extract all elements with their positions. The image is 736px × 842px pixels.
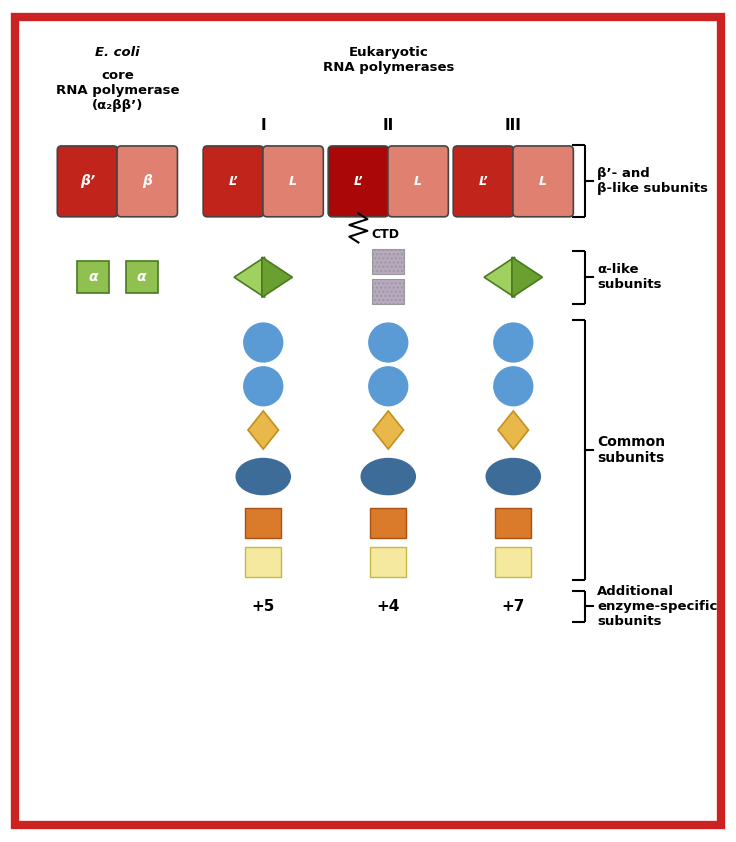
Text: +4: +4 [377, 599, 400, 614]
Circle shape [494, 367, 533, 406]
Polygon shape [512, 257, 542, 297]
Text: CTD: CTD [371, 228, 399, 241]
Text: +7: +7 [502, 599, 525, 614]
FancyBboxPatch shape [328, 146, 389, 216]
Circle shape [369, 323, 408, 362]
Circle shape [244, 323, 283, 362]
Ellipse shape [486, 459, 540, 494]
FancyBboxPatch shape [388, 146, 448, 216]
Polygon shape [234, 257, 265, 297]
Text: Additional
enzyme-specific
subunits: Additional enzyme-specific subunits [598, 585, 718, 628]
Polygon shape [373, 411, 403, 449]
Text: β’- and
β-like subunits: β’- and β-like subunits [598, 168, 708, 195]
Bar [495, 508, 531, 538]
Text: Eukaryotic
RNA polymerases: Eukaryotic RNA polymerases [322, 46, 454, 74]
Text: α-like
subunits: α-like subunits [598, 264, 662, 291]
Bar [372, 279, 404, 304]
FancyBboxPatch shape [513, 146, 573, 216]
Text: β: β [142, 174, 152, 189]
FancyBboxPatch shape [263, 146, 323, 216]
Text: L: L [539, 175, 547, 188]
Circle shape [494, 323, 533, 362]
Bar [495, 546, 531, 578]
Text: L: L [414, 175, 422, 188]
Text: Common
subunits: Common subunits [598, 435, 665, 466]
Circle shape [369, 367, 408, 406]
Polygon shape [262, 257, 292, 297]
Text: core
RNA polymerase
(α₂ββ’): core RNA polymerase (α₂ββ’) [56, 69, 179, 112]
Bar [245, 508, 281, 538]
Bar [370, 508, 406, 538]
FancyBboxPatch shape [117, 146, 177, 216]
Text: L’: L’ [353, 175, 363, 188]
Text: II: II [383, 119, 394, 133]
Polygon shape [498, 411, 528, 449]
Bar [245, 546, 281, 578]
Text: α: α [137, 270, 146, 285]
Text: III: III [505, 119, 522, 133]
Text: β’: β’ [80, 174, 95, 189]
Circle shape [244, 367, 283, 406]
Text: +5: +5 [252, 599, 275, 614]
FancyBboxPatch shape [453, 146, 514, 216]
FancyBboxPatch shape [203, 146, 263, 216]
Text: L’: L’ [229, 175, 238, 188]
Text: L’: L’ [478, 175, 488, 188]
Text: L: L [289, 175, 297, 188]
Bar [126, 261, 158, 293]
Bar [370, 546, 406, 578]
Polygon shape [484, 257, 514, 297]
Bar [77, 261, 109, 293]
Ellipse shape [361, 459, 415, 494]
FancyBboxPatch shape [57, 146, 118, 216]
Text: α: α [88, 270, 98, 285]
Text: I: I [261, 119, 266, 133]
Bar [372, 248, 404, 274]
Ellipse shape [236, 459, 290, 494]
Text: E. coli: E. coli [95, 46, 140, 59]
Polygon shape [248, 411, 278, 449]
